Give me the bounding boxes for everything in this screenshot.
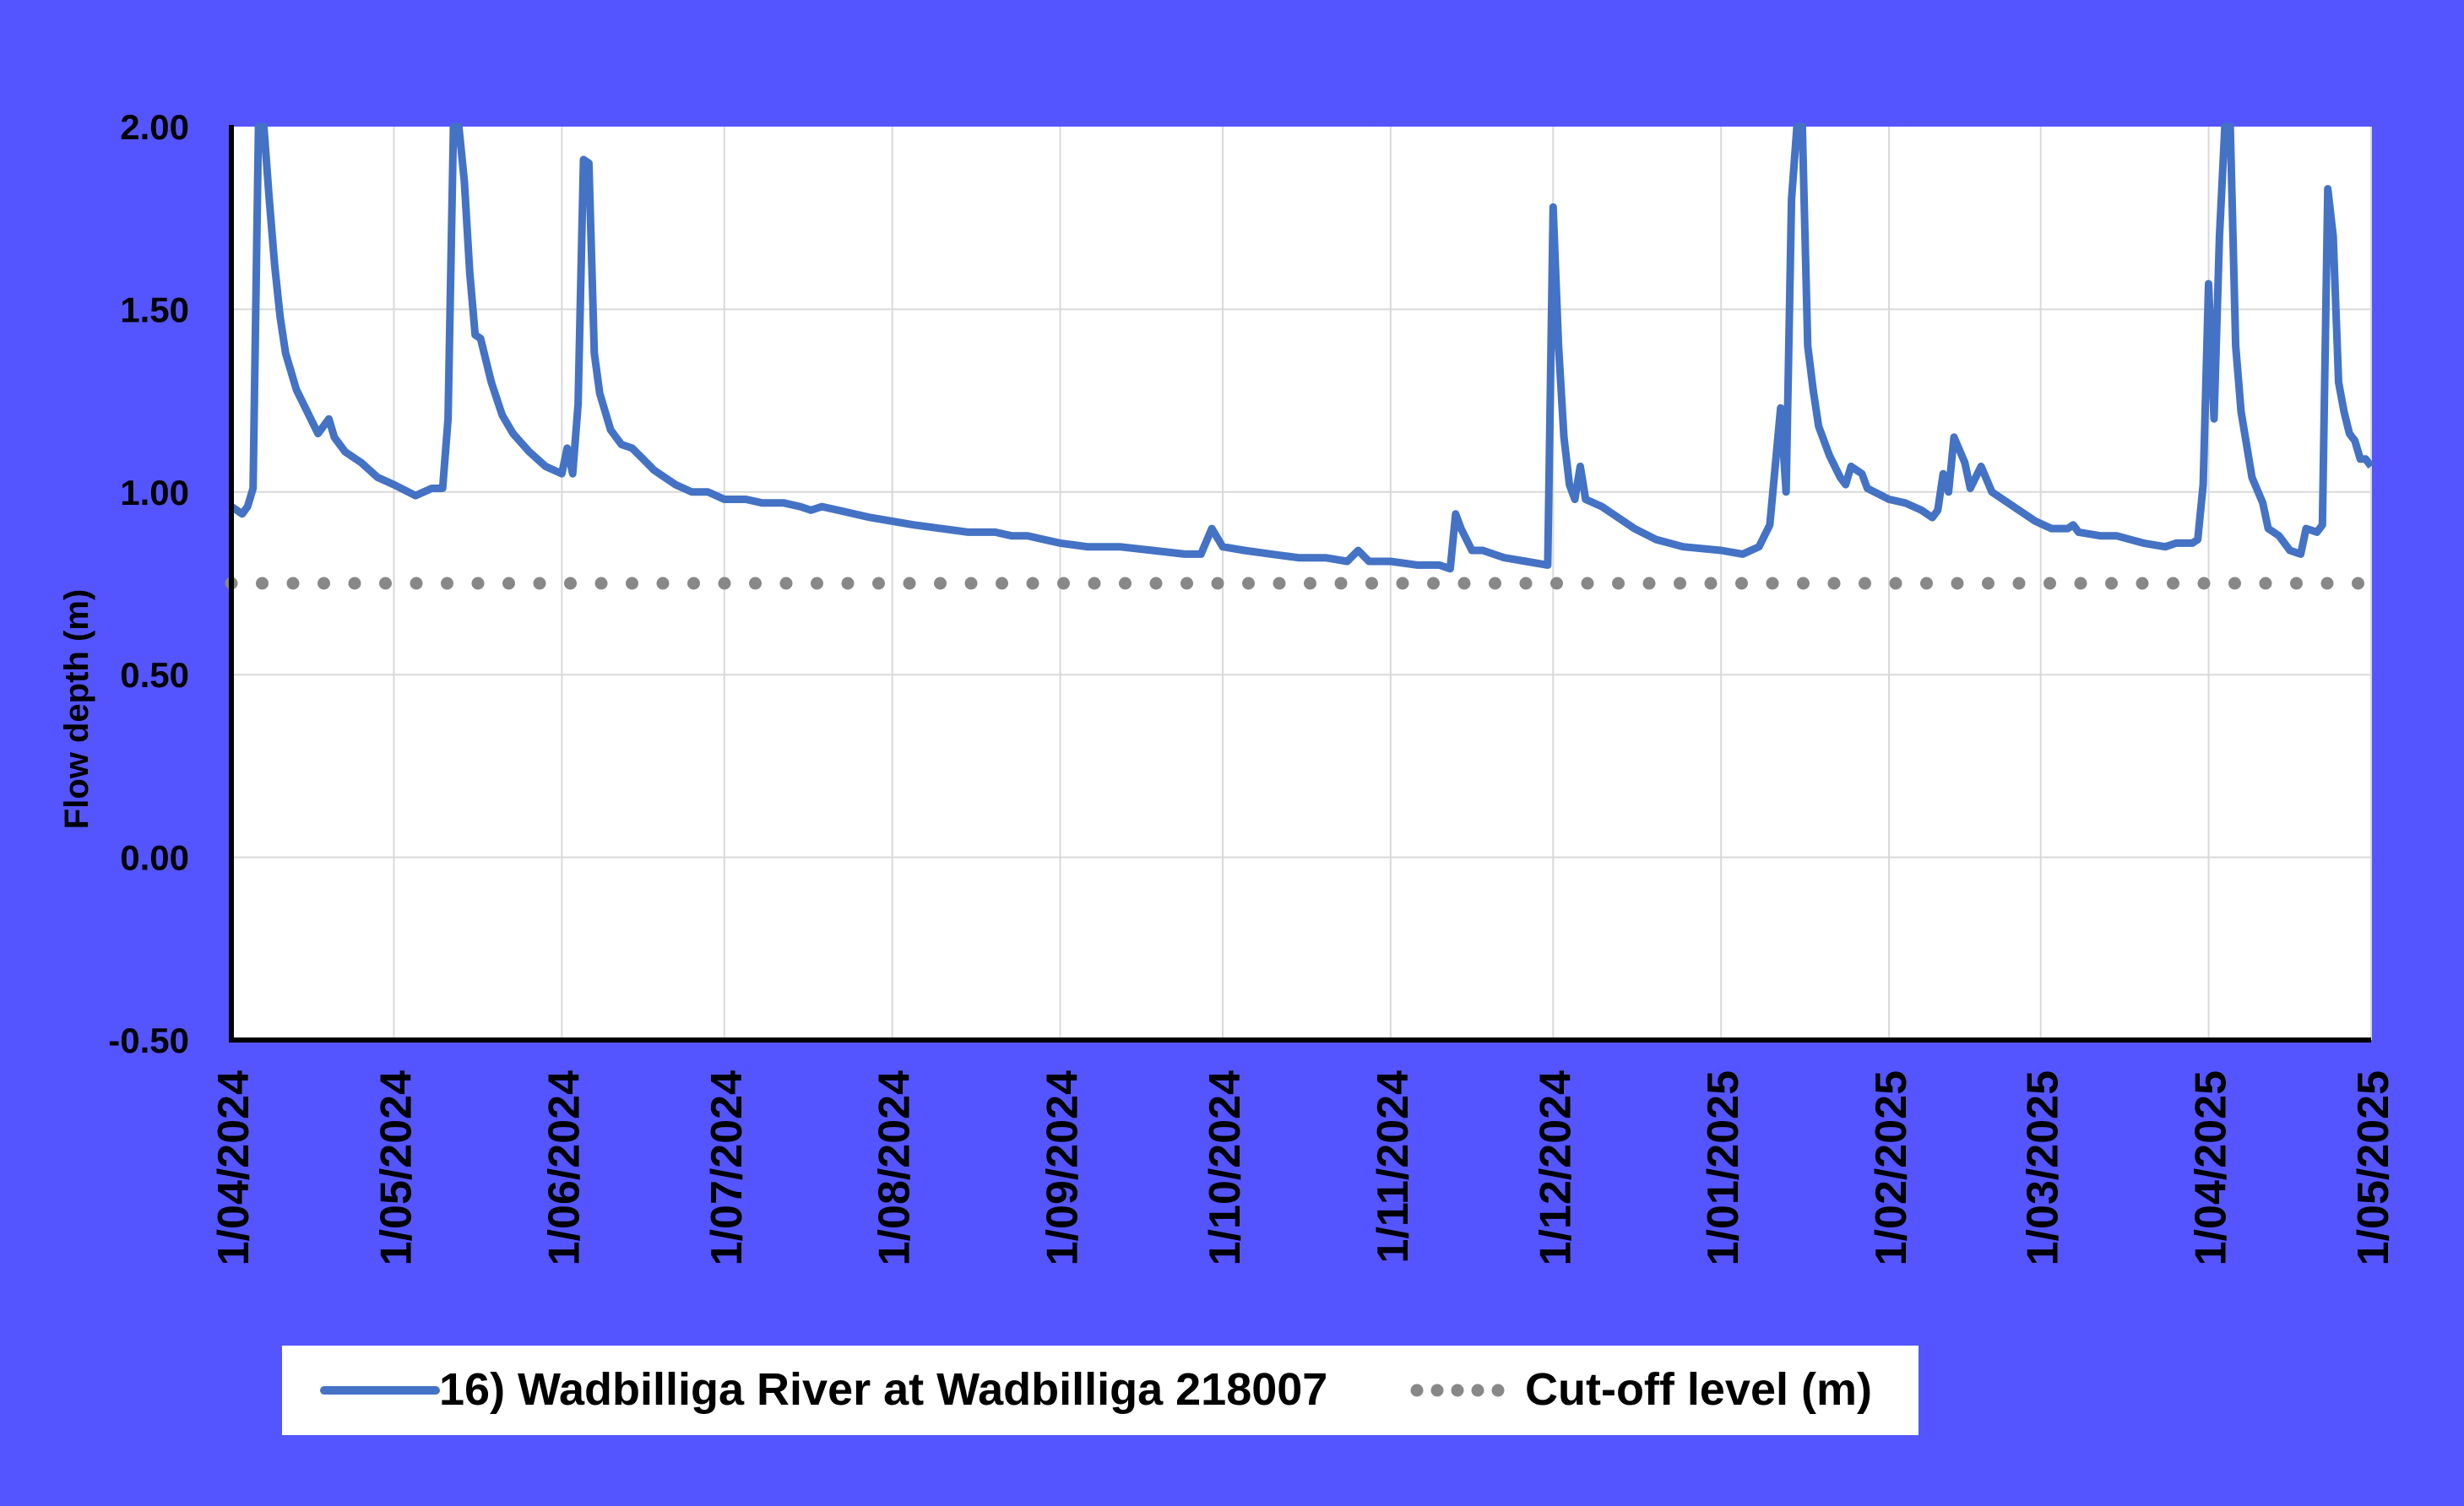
series-line-wadbilliga <box>229 122 2374 573</box>
x-tick-label: 1/06/2024 <box>540 1070 589 1265</box>
x-tick-label: 1/12/2024 <box>1531 1070 1580 1265</box>
axes <box>229 125 2371 1043</box>
x-tick-label: 1/03/2025 <box>2019 1070 2068 1265</box>
x-tick-label: 1/08/2024 <box>871 1070 920 1265</box>
series-layer <box>225 122 2378 590</box>
y-tick-label: 0.50 <box>120 655 189 695</box>
x-tick-label: 1/04/2024 <box>209 1070 258 1265</box>
x-tick-label: 1/04/2025 <box>2187 1070 2236 1265</box>
x-tick-label: 1/01/2025 <box>1699 1070 1748 1265</box>
y-tick-label: 1.00 <box>120 473 189 512</box>
y-tick-label: 0.00 <box>120 838 189 878</box>
x-tick-label: 1/05/2024 <box>372 1070 421 1265</box>
y-tick-label: -0.50 <box>108 1021 189 1060</box>
y-tick-label: 2.00 <box>120 107 189 147</box>
legend-box <box>282 1346 1919 1435</box>
x-tick-labels: 1/04/2024 1/05/2024 1/06/2024 1/07/2024 1/08… <box>209 1070 2398 1265</box>
x-tick-label: 1/11/2024 <box>1369 1070 1418 1264</box>
x-tick-label: 1/09/2024 <box>1039 1070 1088 1265</box>
legend: 16) Wadbilliga River at Wadbilliga 21800… <box>282 1346 1919 1435</box>
y-tick-label: 1.50 <box>120 290 189 329</box>
legend-label-cutoff: Cut-off level (m) <box>1525 1364 1872 1415</box>
legend-label-wadbilliga: 16) Wadbilliga River at Wadbilliga 21800… <box>439 1364 1327 1415</box>
x-tick-label: 1/07/2024 <box>703 1070 752 1265</box>
y-tick-labels: 2.00 1.50 1.00 0.50 0.00 -0.50 <box>108 107 189 1060</box>
x-tick-label: 1/05/2025 <box>2349 1070 2398 1265</box>
x-tick-label: 1/02/2025 <box>1867 1070 1916 1265</box>
x-tick-label: 1/10/2024 <box>1201 1070 1250 1265</box>
y-axis-title: Flow depth (m) <box>58 589 95 829</box>
